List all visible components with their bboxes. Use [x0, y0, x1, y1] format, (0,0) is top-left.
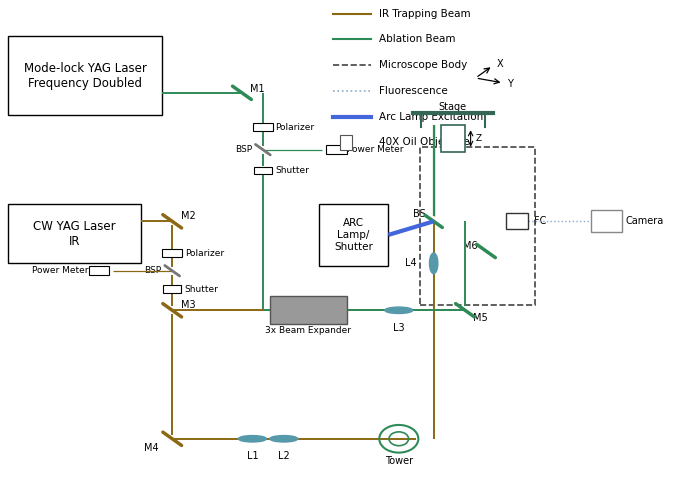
Text: Stage: Stage — [439, 102, 467, 112]
Text: Polarizer: Polarizer — [185, 249, 224, 258]
Text: BSP: BSP — [145, 266, 162, 275]
Text: BSP: BSP — [235, 145, 253, 154]
Bar — [591, 210, 622, 232]
Text: L3: L3 — [393, 323, 405, 332]
Text: L4: L4 — [405, 258, 416, 268]
Bar — [340, 135, 352, 150]
Text: BS: BS — [412, 209, 426, 219]
Bar — [88, 266, 109, 275]
Text: Camera: Camera — [625, 216, 664, 226]
Text: X: X — [496, 59, 503, 69]
Bar — [8, 36, 162, 115]
Text: M1: M1 — [251, 84, 265, 94]
Text: Y: Y — [507, 79, 512, 89]
Text: 3x Beam Expander: 3x Beam Expander — [265, 326, 351, 334]
Text: IR Trapping Beam: IR Trapping Beam — [379, 9, 471, 19]
Text: Shutter: Shutter — [185, 284, 218, 294]
Text: M4: M4 — [144, 443, 158, 453]
Text: L2: L2 — [278, 451, 290, 461]
Text: M6: M6 — [463, 241, 477, 251]
Text: Power Meter: Power Meter — [346, 145, 403, 154]
Ellipse shape — [430, 253, 438, 274]
Bar — [163, 285, 181, 293]
Text: M3: M3 — [181, 300, 195, 310]
Bar — [254, 166, 272, 174]
Bar — [270, 296, 346, 324]
Bar — [506, 213, 528, 229]
Bar — [8, 204, 141, 263]
Text: Mode-lock YAG Laser
Frequency Doubled: Mode-lock YAG Laser Frequency Doubled — [24, 62, 146, 89]
Bar — [162, 249, 182, 257]
Text: FC: FC — [534, 216, 547, 226]
Bar — [441, 125, 465, 152]
Text: Power Meter: Power Meter — [32, 266, 88, 275]
Text: Arc Lamp Excitation: Arc Lamp Excitation — [379, 111, 484, 122]
Ellipse shape — [239, 435, 266, 442]
Bar — [318, 204, 388, 266]
Text: CW YAG Laser
IR: CW YAG Laser IR — [34, 220, 116, 248]
Text: Shutter: Shutter — [275, 166, 309, 175]
Text: L1: L1 — [246, 451, 258, 461]
Ellipse shape — [385, 307, 413, 314]
Bar — [253, 123, 272, 131]
Text: M5: M5 — [473, 313, 488, 323]
Text: Tower: Tower — [385, 456, 413, 466]
Text: M2: M2 — [181, 211, 195, 221]
Text: Z: Z — [475, 134, 482, 143]
Bar — [326, 145, 346, 154]
Text: Microscope Body: Microscope Body — [379, 60, 468, 70]
Text: ARC
Lamp/
Shutter: ARC Lamp/ Shutter — [334, 218, 373, 251]
Text: 40X Oil Objective: 40X Oil Objective — [379, 137, 470, 147]
Bar — [420, 147, 535, 305]
Text: Ablation Beam: Ablation Beam — [379, 34, 456, 44]
Text: Fluorescence: Fluorescence — [379, 86, 448, 96]
Ellipse shape — [270, 435, 298, 442]
Text: Polarizer: Polarizer — [275, 123, 314, 132]
